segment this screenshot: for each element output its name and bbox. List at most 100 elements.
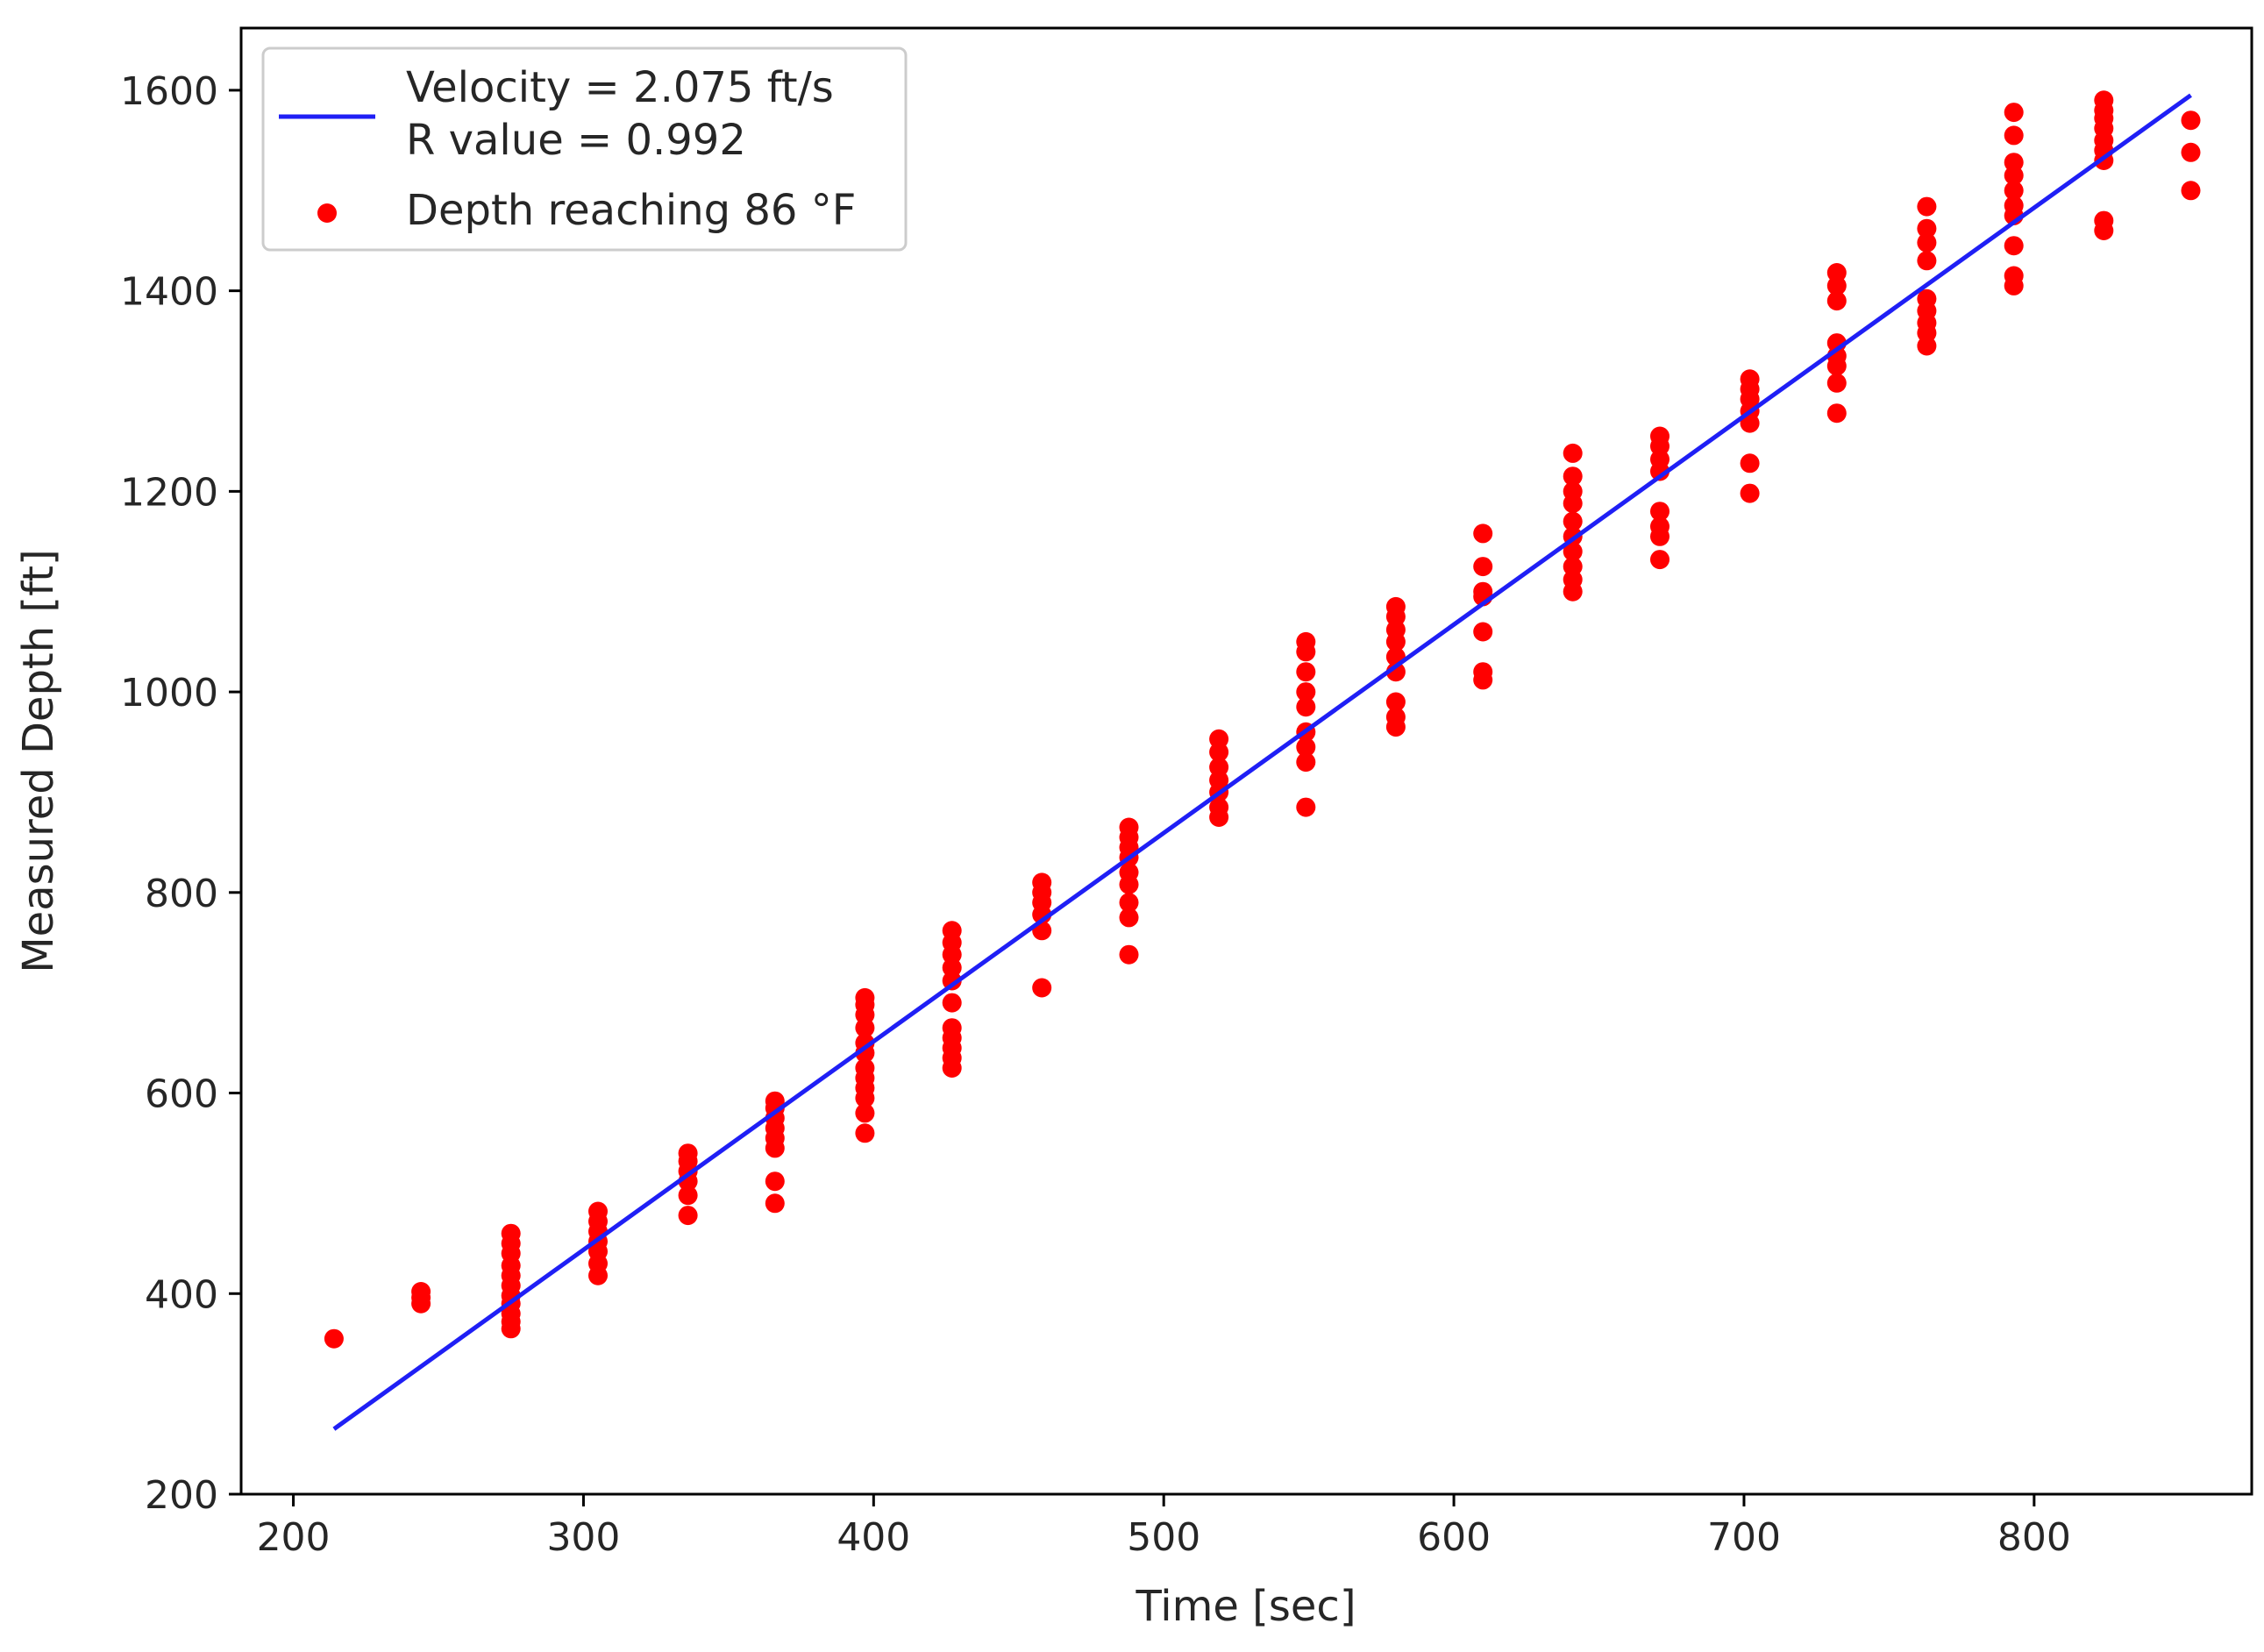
data-point-169 — [2181, 110, 2201, 131]
data-point-144 — [1917, 251, 1937, 271]
data-point-114 — [1563, 466, 1583, 487]
data-point-65 — [1119, 944, 1139, 965]
data-point-58 — [942, 921, 962, 941]
data-point-103 — [1473, 581, 1493, 602]
data-point-111 — [1563, 511, 1583, 531]
legend-points-label: Depth reaching 86 °F — [406, 186, 856, 235]
data-point-87 — [1296, 662, 1316, 682]
data-point-109 — [1563, 542, 1583, 561]
data-point-115 — [1563, 443, 1583, 463]
data-point-118 — [1650, 516, 1670, 537]
y-tick-label-1200: 1200 — [120, 470, 218, 515]
data-point-81 — [1296, 797, 1316, 817]
y-tick-label-1000: 1000 — [120, 671, 218, 716]
data-point-100 — [1473, 662, 1493, 682]
y-tick-label-400: 400 — [145, 1272, 218, 1317]
data-point-152 — [2004, 196, 2024, 216]
data-point-91 — [1385, 707, 1406, 727]
plot-frame — [239, 26, 2253, 1496]
data-point-85 — [1296, 697, 1316, 717]
data-point-89 — [1296, 631, 1316, 652]
x-axis-label: Time [sec] — [1135, 1582, 1356, 1631]
x-tick-label-300: 300 — [546, 1515, 620, 1560]
data-point-59 — [1032, 978, 1052, 998]
y-tick-label-1600: 1600 — [120, 69, 218, 114]
data-point-113 — [1563, 481, 1583, 502]
y-axis-ticks: 200 400 600 800 1000 1200 1400 1600 — [120, 69, 241, 1518]
data-point-73 — [1119, 817, 1139, 837]
data-point-75 — [1209, 797, 1229, 817]
data-point-143 — [1917, 288, 1937, 309]
data-point-125 — [1740, 453, 1760, 474]
data-point-82 — [1296, 752, 1316, 773]
y-tick-label-1400: 1400 — [120, 270, 218, 315]
data-point-22 — [678, 1206, 698, 1226]
y-tick-label-200: 200 — [145, 1473, 218, 1518]
data-point-43 — [855, 1033, 875, 1053]
data-point-98 — [1385, 596, 1406, 616]
data-point-150 — [2004, 236, 2024, 256]
data-point-41 — [855, 1058, 875, 1078]
data-point-3 — [411, 1282, 431, 1301]
data-point-130 — [1740, 369, 1760, 389]
data-point-83 — [1296, 737, 1316, 757]
data-point-153 — [2004, 181, 2024, 201]
data-point-166 — [2094, 90, 2114, 110]
legend-fit-label-line2: R value = 0.992 — [406, 116, 746, 165]
data-point-131 — [1826, 403, 1847, 424]
data-point-147 — [1917, 196, 1937, 217]
data-point-0 — [324, 1328, 344, 1349]
data-point-92 — [1385, 692, 1406, 712]
data-point-119 — [1650, 502, 1670, 522]
data-point-123 — [1650, 426, 1670, 446]
y-tick-label-600: 600 — [145, 1072, 218, 1117]
data-point-35 — [765, 1091, 785, 1111]
data-point-64 — [1032, 872, 1052, 893]
x-tick-label-500: 500 — [1127, 1515, 1200, 1560]
data-point-29 — [765, 1171, 785, 1192]
data-point-78 — [1209, 757, 1229, 777]
legend-points-swatch — [317, 203, 337, 223]
data-point-136 — [1826, 291, 1847, 311]
legend-fit-label-line1: Velocity = 2.075 ft/s — [406, 63, 834, 112]
data-point-108 — [1563, 557, 1583, 577]
data-point-101 — [1473, 622, 1493, 642]
data-point-52 — [942, 1018, 962, 1038]
fit-line-layer — [332, 93, 2192, 1431]
data-point-159 — [2094, 210, 2114, 231]
x-tick-label-800: 800 — [1997, 1515, 2071, 1560]
data-point-27 — [678, 1143, 698, 1164]
data-point-36 — [855, 1123, 875, 1143]
data-point-168 — [2181, 142, 2201, 162]
data-point-14 — [501, 1223, 521, 1243]
data-point-47 — [855, 987, 875, 1008]
data-point-80 — [1209, 729, 1229, 749]
data-point-157 — [2004, 103, 2024, 123]
x-axis-ticks: 200 300 400 500 600 700 800 — [257, 1494, 2071, 1560]
data-point-23 — [678, 1186, 698, 1206]
x-tick-label-700: 700 — [1707, 1515, 1781, 1560]
data-point-105 — [1473, 523, 1493, 544]
data-point-149 — [2004, 266, 2024, 286]
data-point-67 — [1119, 893, 1139, 913]
x-tick-label-600: 600 — [1417, 1515, 1491, 1560]
data-point-86 — [1296, 682, 1316, 702]
fit-line — [332, 93, 2192, 1431]
y-tick-label-800: 800 — [145, 872, 218, 916]
legend-box — [261, 46, 908, 252]
data-point-104 — [1473, 557, 1493, 577]
data-point-66 — [1119, 908, 1139, 928]
data-point-167 — [2181, 181, 2201, 201]
legend: Velocity = 2.075 ft/s R value = 0.992 De… — [261, 46, 908, 252]
data-point-69 — [1119, 862, 1139, 882]
x-tick-label-400: 400 — [837, 1515, 910, 1560]
data-point-53 — [942, 993, 962, 1013]
data-point-37 — [855, 1103, 875, 1123]
data-point-28 — [765, 1193, 785, 1214]
data-point-124 — [1740, 483, 1760, 503]
data-point-21 — [588, 1201, 608, 1221]
data-point-132 — [1826, 373, 1847, 393]
data-point-155 — [2004, 153, 2024, 173]
data-point-145 — [1917, 232, 1937, 253]
